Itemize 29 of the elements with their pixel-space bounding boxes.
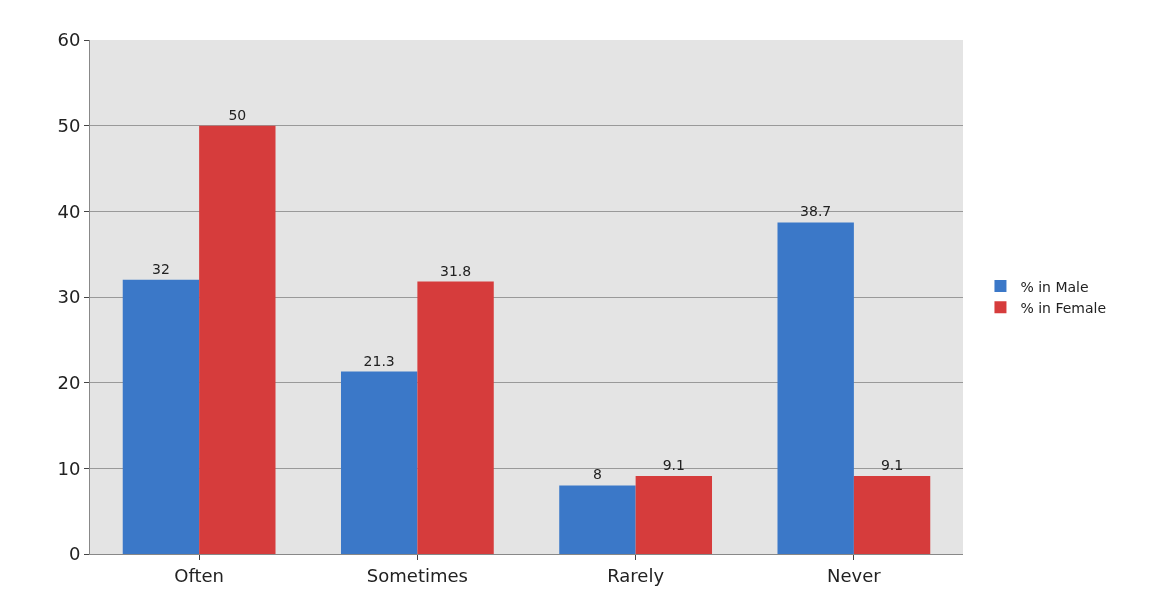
x-tick-label: Sometimes [366, 564, 468, 586]
bar [559, 485, 636, 554]
data-label: 32 [152, 260, 170, 277]
data-label: 38.7 [800, 203, 832, 220]
bar [777, 222, 854, 554]
x-tick-label: Often [174, 564, 224, 586]
y-tick-label: 10 [57, 457, 81, 479]
bar [635, 476, 713, 554]
y-tick-label: 30 [57, 286, 81, 308]
y-tick-label: 40 [57, 200, 81, 222]
x-tick-label: Rarely [607, 564, 665, 586]
y-tick-label: 60 [57, 29, 81, 51]
legend-label: % in Female [1020, 299, 1107, 316]
x-tick-label: Never [827, 564, 882, 586]
legend-label: % in Male [1020, 278, 1089, 295]
y-tick-label: 50 [57, 114, 81, 136]
bar [853, 476, 931, 554]
data-label: 9.1 [880, 457, 904, 474]
data-label: 21.3 [363, 352, 395, 369]
data-label: 31.8 [439, 262, 472, 279]
bar [199, 125, 276, 554]
data-label: 50 [228, 106, 247, 123]
data-label: 8 [592, 466, 602, 483]
data-label: 9.1 [662, 457, 685, 474]
y-tick-label: 20 [57, 371, 81, 393]
bar [122, 279, 200, 554]
bar [340, 371, 418, 554]
bar [417, 281, 494, 554]
y-tick-label: 0 [68, 543, 81, 565]
